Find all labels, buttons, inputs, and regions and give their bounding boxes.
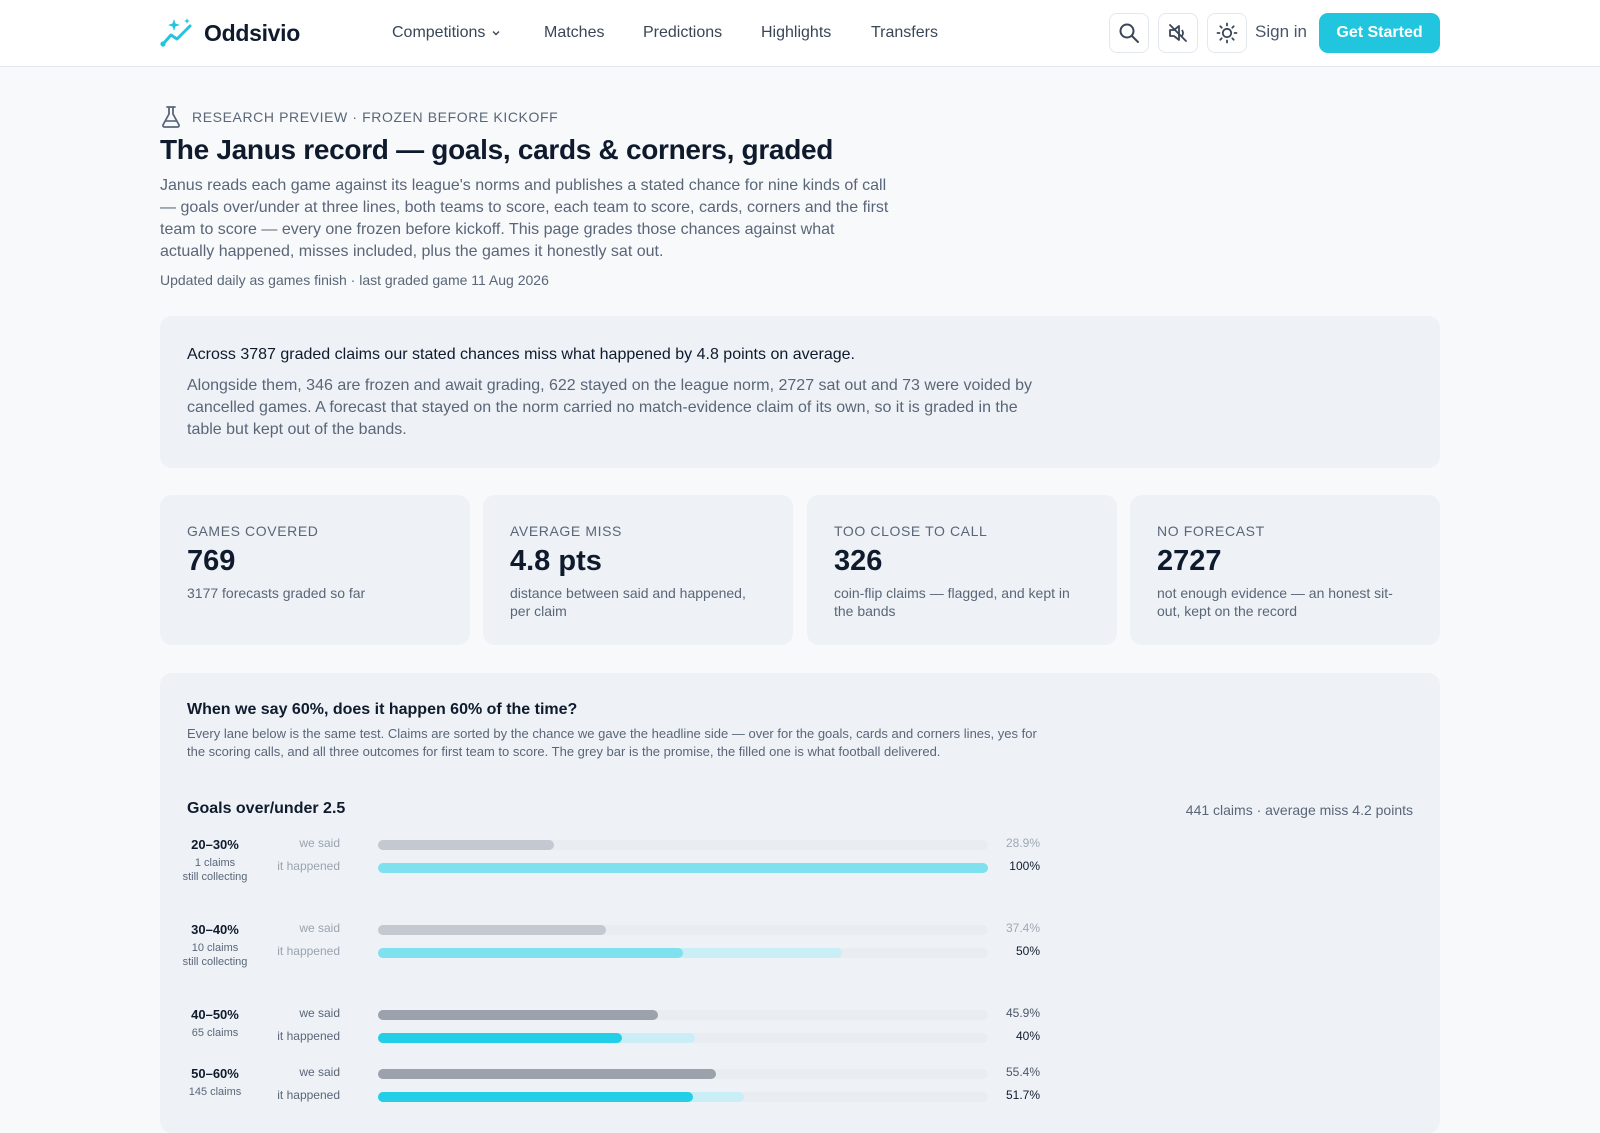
stat-label: GAMES COVERED — [187, 523, 319, 539]
said-track — [378, 925, 988, 935]
get-started-button[interactable]: Get Started — [1319, 13, 1440, 53]
stat-games-covered: GAMES COVERED 769 3177 forecasts graded … — [160, 495, 470, 645]
stat-no-forecast: NO FORECAST 2727 not enough evidence — a… — [1130, 495, 1440, 645]
stat-note: 3177 forecasts graded so far — [187, 585, 366, 601]
stat-note: distance between said and happened, per … — [510, 585, 746, 619]
happened-track — [378, 1033, 988, 1043]
nav-competitions-label: Competitions — [392, 24, 486, 41]
summary-body: Alongside them, 346 are frozen and await… — [187, 377, 1033, 438]
said-label: we said — [299, 1065, 340, 1079]
band-range: 50–60% — [191, 1066, 239, 1081]
page-intro: Janus reads each game against its league… — [160, 177, 889, 260]
calibration-panel: When we say 60%, does it happen 60% of t… — [160, 673, 1440, 1133]
calibration-title: When we say 60%, does it happen 60% of t… — [187, 701, 578, 718]
happened-bar — [378, 1092, 694, 1102]
band-count: 1 claims — [194, 857, 236, 869]
band-range: 20–30% — [191, 837, 239, 852]
band-range: 40–50% — [191, 1007, 239, 1022]
band-count: 10 claims — [191, 942, 239, 954]
said-value: 45.9% — [1005, 1006, 1040, 1020]
said-value: 37.4% — [1005, 921, 1040, 935]
said-value: 28.9% — [1005, 836, 1040, 850]
nav-predictions[interactable]: Predictions — [643, 24, 723, 41]
happened-value: 51.7% — [1005, 1088, 1040, 1102]
nav-transfers[interactable]: Transfers — [871, 24, 938, 41]
eyebrow-text: RESEARCH PREVIEW · FROZEN BEFORE KICKOFF — [192, 109, 559, 125]
happened-value: 50% — [1015, 944, 1040, 958]
brand-name: Oddsivio — [204, 19, 301, 46]
said-bar — [378, 925, 607, 935]
summary-card: Across 3787 graded claims our stated cha… — [160, 316, 1440, 468]
band-count: 65 claims — [191, 1027, 239, 1039]
said-track — [378, 1010, 988, 1020]
sound-toggle-button[interactable] — [1158, 13, 1198, 53]
band-range: 30–40% — [191, 922, 239, 937]
said-value: 55.4% — [1005, 1065, 1040, 1079]
stat-label: AVERAGE MISS — [510, 523, 622, 539]
said-track — [378, 1069, 988, 1079]
chevron-down-icon — [492, 31, 500, 36]
said-track — [378, 840, 988, 850]
search-icon — [1119, 23, 1139, 43]
band-note: still collecting — [182, 956, 248, 968]
search-button[interactable] — [1109, 13, 1149, 53]
happened-label: it happened — [277, 1088, 340, 1102]
calibration-description: Every lane below is the same test. Claim… — [187, 726, 1037, 759]
band-count: 145 claims — [188, 1086, 242, 1098]
happened-bar — [378, 863, 988, 873]
stat-note: not enough evidence — an honest sit-out,… — [1157, 585, 1393, 619]
stat-value: 2727 — [1157, 545, 1222, 577]
sound-off-icon — [1169, 24, 1187, 42]
happened-value: 100% — [1009, 859, 1040, 873]
nav-competitions[interactable]: Competitions — [392, 24, 501, 42]
lane-title: Goals over/under 2.5 — [187, 800, 346, 817]
said-label: we said — [299, 1006, 340, 1020]
happened-track — [378, 948, 988, 958]
last-updated: Updated daily as games finish · last gra… — [160, 272, 549, 288]
brand-logo[interactable]: Oddsivio — [160, 17, 300, 49]
sparkle-chart-icon — [160, 18, 192, 47]
stat-label: TOO CLOSE TO CALL — [834, 523, 988, 539]
happened-value: 40% — [1015, 1029, 1040, 1043]
happened-track — [378, 863, 988, 873]
theme-toggle-button[interactable] — [1207, 13, 1247, 53]
happened-label: it happened — [277, 859, 340, 873]
stat-note: coin-flip claims — flagged, and kept in … — [834, 585, 1070, 619]
happened-label: it happened — [277, 944, 340, 958]
top-nav-bar: Oddsivio Competitions Matches Prediction… — [0, 0, 1600, 67]
stat-value: 326 — [834, 545, 883, 577]
sign-in-link[interactable]: Sign in — [1255, 22, 1307, 41]
said-bar — [378, 840, 555, 850]
happened-bar — [378, 948, 683, 958]
said-bar — [378, 1010, 658, 1020]
happened-label: it happened — [277, 1029, 340, 1043]
said-label: we said — [299, 836, 340, 850]
stat-value: 769 — [187, 545, 236, 577]
nav-matches[interactable]: Matches — [544, 24, 605, 41]
said-label: we said — [299, 921, 340, 935]
stat-label: NO FORECAST — [1157, 523, 1265, 539]
sun-icon — [1216, 22, 1238, 44]
band-note: still collecting — [182, 871, 248, 883]
page-title: The Janus record — goals, cards & corner… — [160, 134, 834, 165]
happened-bar — [378, 1033, 622, 1043]
nav-highlights[interactable]: Highlights — [761, 24, 832, 41]
said-bar — [378, 1069, 716, 1079]
eyebrow: RESEARCH PREVIEW · FROZEN BEFORE KICKOFF — [160, 105, 558, 129]
stat-value: 4.8 pts — [510, 545, 602, 577]
stat-average-miss: AVERAGE MISS 4.8 pts distance between sa… — [483, 495, 793, 645]
stat-too-close: TOO CLOSE TO CALL 326 coin-flip claims —… — [807, 495, 1117, 645]
happened-track — [378, 1092, 988, 1102]
flask-icon — [162, 106, 180, 128]
summary-headline: Across 3787 graded claims our stated cha… — [187, 346, 855, 363]
lane-meta: 441 claims · average miss 4.2 points — [1185, 802, 1413, 818]
